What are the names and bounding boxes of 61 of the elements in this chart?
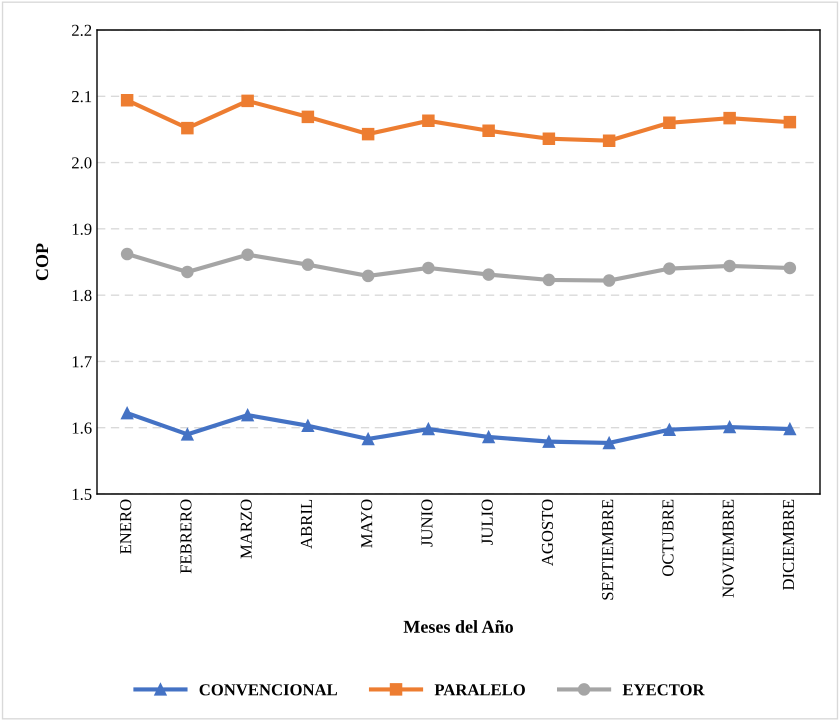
point (723, 420, 736, 434)
point (784, 262, 796, 274)
legend-label: CONVENCIONAL (200, 684, 337, 696)
y-tick-label: 2.1 (72, 91, 92, 102)
point (784, 116, 796, 128)
x-tick-label: SEPTIEMBRE (602, 500, 614, 600)
legend-label: EYECTOR (622, 684, 705, 696)
point (181, 266, 194, 278)
point (482, 124, 495, 138)
point (542, 435, 556, 448)
y-axis-title: COP (36, 243, 48, 280)
y-tick-label: 1.7 (72, 356, 92, 368)
point (602, 274, 616, 287)
x-tick-label: DICIEMBRE (782, 500, 794, 590)
point (723, 112, 736, 124)
y-tick-label: 1.8 (72, 290, 92, 302)
point (120, 406, 134, 420)
point (422, 262, 435, 274)
point (422, 422, 435, 436)
y-tick-label: 1.6 (72, 422, 92, 434)
point (482, 430, 495, 444)
point (362, 128, 374, 140)
y-tick-label: 2.0 (72, 157, 92, 169)
point (602, 134, 616, 147)
point (362, 432, 374, 446)
point (362, 270, 374, 282)
point (542, 132, 556, 145)
point (120, 248, 134, 260)
y-tick-label: 2.2 (72, 24, 92, 36)
legend-label: PARALELO (434, 684, 525, 696)
x-tick-label: JUNIO (421, 500, 433, 547)
point (784, 422, 796, 436)
x-tick-label: JULIO (482, 500, 493, 545)
point (241, 408, 254, 422)
point (663, 262, 676, 275)
x-tick-label: FEBRERO (180, 500, 192, 574)
point (302, 110, 314, 124)
point (723, 260, 736, 272)
point (181, 122, 194, 134)
x-tick-label: MARZO (240, 500, 252, 559)
point (302, 419, 314, 432)
x-tick-label: ENERO (120, 500, 132, 554)
point (302, 258, 314, 271)
x-tick-label: AGOSTO (542, 500, 554, 566)
point (181, 428, 194, 441)
point (542, 274, 556, 286)
point (422, 114, 435, 128)
point (241, 94, 254, 108)
x-tick-label: MAYO (361, 500, 372, 548)
point (482, 268, 495, 281)
point (120, 94, 134, 107)
x-tick-label: NOVIEMBRE (722, 500, 734, 598)
y-tick-label: 1.9 (72, 224, 92, 235)
point (602, 436, 616, 450)
point (663, 116, 676, 130)
x-axis-title: Meses del Año (404, 620, 513, 633)
point (241, 248, 254, 261)
y-tick-label: 1.5 (72, 488, 92, 500)
x-tick-label: ABRIL (300, 500, 312, 549)
point (663, 423, 676, 436)
x-tick-label: OCTUBRE (662, 500, 674, 576)
